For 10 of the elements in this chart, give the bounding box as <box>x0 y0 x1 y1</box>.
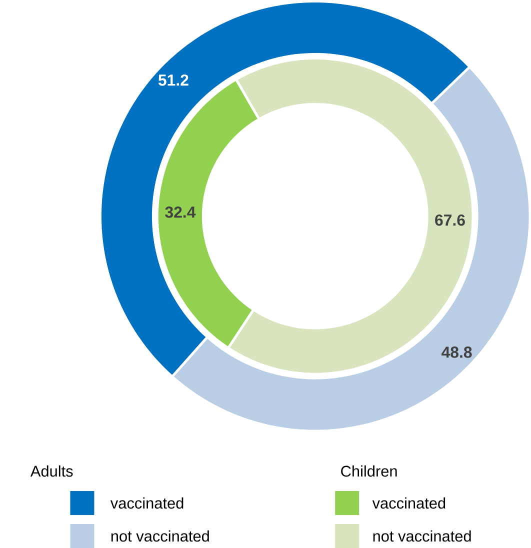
data-label: 67.6 <box>434 214 465 226</box>
legend-label: not vaccinated <box>111 530 209 542</box>
legend-title: Adults <box>30 465 73 477</box>
legend-label: vaccinated <box>110 497 184 509</box>
legend-label: not vaccinated <box>373 530 471 542</box>
data-label: 51.2 <box>158 74 188 86</box>
data-label: 32.4 <box>164 206 196 218</box>
legend-title: Children <box>340 465 397 477</box>
data-label: 48.8 <box>441 346 472 358</box>
legend-label: vaccinated <box>372 497 445 509</box>
